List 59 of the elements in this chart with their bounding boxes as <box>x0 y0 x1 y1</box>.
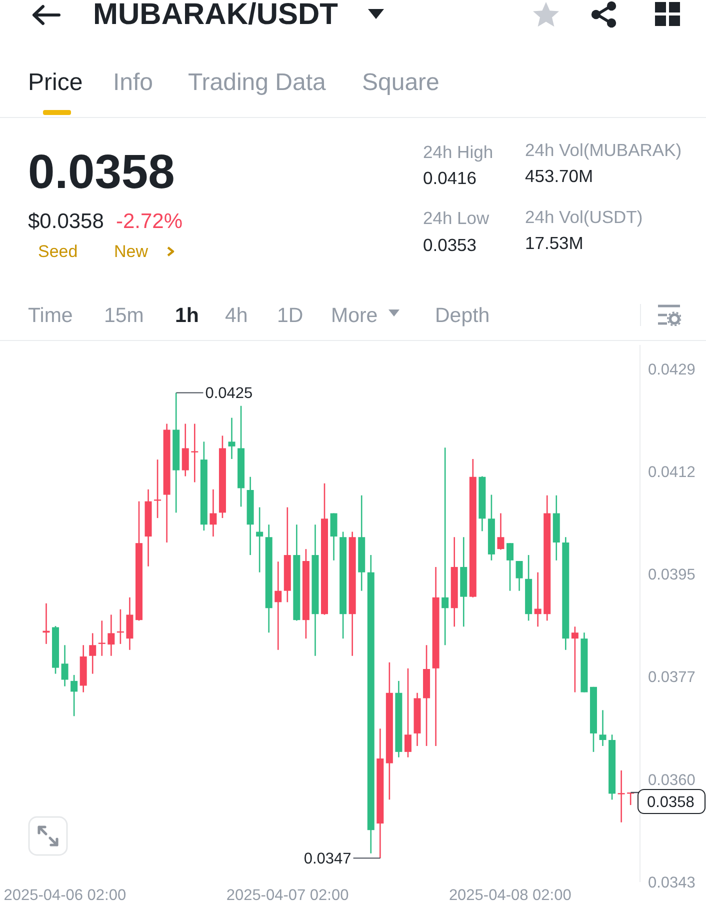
candlestick <box>274 560 282 651</box>
candlestick <box>571 626 578 693</box>
candlestick <box>228 417 236 460</box>
text: -2.72% <box>116 210 183 232</box>
text: 15m <box>104 304 144 327</box>
text: 0.0353 <box>423 235 477 256</box>
y-tick-label: 0.0395 <box>648 566 696 584</box>
text: 0.0416 <box>423 168 477 188</box>
text: 4h <box>225 304 248 327</box>
chart-title: MUBARAK/USDT <box>93 0 338 31</box>
text: Info <box>113 69 154 96</box>
text: 0.0358 <box>28 146 175 199</box>
y-tick-label: 0.0343 <box>648 874 696 892</box>
text: $0.0358 <box>28 210 104 232</box>
text: Square <box>362 69 440 96</box>
text: 24h Low <box>423 208 490 228</box>
text: Price <box>28 69 83 96</box>
candlestick <box>210 488 217 538</box>
candlestick <box>191 423 198 483</box>
candlestick <box>108 614 115 657</box>
annotation: 0.0358 <box>647 794 694 812</box>
annotation: 0.0425 <box>205 385 253 402</box>
text: Depth <box>435 304 490 327</box>
x-tick-label: 2025-04-06 02:00 <box>4 887 126 904</box>
text: 24h High <box>423 142 494 162</box>
text: 24h Vol(MUBARAK) <box>525 140 682 160</box>
text: New <box>114 242 148 260</box>
candlestick <box>330 512 338 562</box>
candlestick <box>61 644 68 687</box>
candlestick <box>599 710 606 747</box>
y-tick-label: 0.0360 <box>648 772 696 789</box>
candlestick <box>256 506 264 573</box>
candlestick <box>70 674 78 717</box>
x-tick-label: 2025-04-07 02:00 <box>226 887 350 904</box>
text: More <box>331 304 378 327</box>
y-tick-label: 0.0377 <box>648 669 696 686</box>
text: Trading Data <box>188 69 326 96</box>
candlestick <box>516 560 523 592</box>
candlestick <box>182 423 189 477</box>
text: 24h Vol(USDT) <box>525 207 643 228</box>
candlestick <box>618 770 625 823</box>
text: Time <box>28 304 73 327</box>
text: Seed <box>38 242 78 260</box>
candlestick <box>442 446 449 646</box>
candlestick <box>404 668 412 758</box>
candlestick <box>89 632 96 674</box>
candlestick <box>506 542 514 592</box>
text: 1h <box>175 304 199 327</box>
y-tick-label: 0.0429 <box>648 361 696 378</box>
candlestick <box>98 620 106 657</box>
y-tick-label: 0.0412 <box>648 464 696 481</box>
annotation: 0.0347 <box>304 850 352 868</box>
text: 453.70M <box>525 166 594 186</box>
text: 17.53M <box>525 233 584 254</box>
x-tick-label: 2025-04-08 02:00 <box>448 887 572 904</box>
candlestick <box>534 572 542 628</box>
candlestick <box>126 596 134 651</box>
candlestick <box>497 512 504 550</box>
text: 1D <box>277 304 304 327</box>
